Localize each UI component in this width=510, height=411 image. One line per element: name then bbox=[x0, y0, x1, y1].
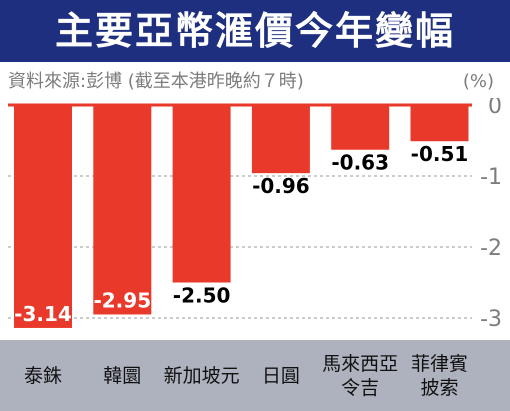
category-band bbox=[0, 340, 510, 411]
value-label: -2.50 bbox=[173, 284, 231, 308]
bar bbox=[331, 105, 390, 150]
bar bbox=[93, 105, 152, 315]
category-label: 新加坡元 bbox=[163, 364, 240, 387]
title-banner: 主要亞幣滙價今年變幅 bbox=[0, 0, 510, 62]
value-label: -2.95 bbox=[93, 288, 151, 312]
value-label: -0.63 bbox=[331, 151, 389, 175]
value-label: -3.14 bbox=[14, 302, 72, 326]
value-label: -0.51 bbox=[411, 142, 469, 166]
y-tick-label: -1 bbox=[480, 165, 502, 190]
bar bbox=[14, 105, 72, 328]
y-tick-label: -3 bbox=[480, 307, 502, 332]
bar-chart: 0 -1 -2 -3 -3.14 -2.95 -2.50 -0.96 -0.63 -0.51 bbox=[8, 98, 502, 332]
category-label: 泰銖 bbox=[23, 364, 62, 387]
category-label: 日圓 bbox=[261, 364, 300, 387]
category-label: 馬來西亞 令吉 bbox=[322, 352, 399, 399]
category-label: 菲律賓 披索 bbox=[410, 352, 468, 399]
category-label: 韓圜 bbox=[103, 364, 142, 387]
bar bbox=[410, 105, 469, 142]
unit-label: (%) bbox=[462, 71, 494, 92]
chart-title: 主要亞幣滙價今年變幅 bbox=[54, 9, 455, 53]
y-tick-label: 0 bbox=[488, 98, 502, 119]
y-tick-label: -2 bbox=[480, 236, 502, 261]
bar bbox=[172, 105, 231, 283]
bar bbox=[251, 105, 310, 174]
source-note: 資料來源:彭博 (截至本港昨晚約７時) bbox=[8, 71, 304, 92]
value-label: -0.96 bbox=[252, 174, 310, 198]
